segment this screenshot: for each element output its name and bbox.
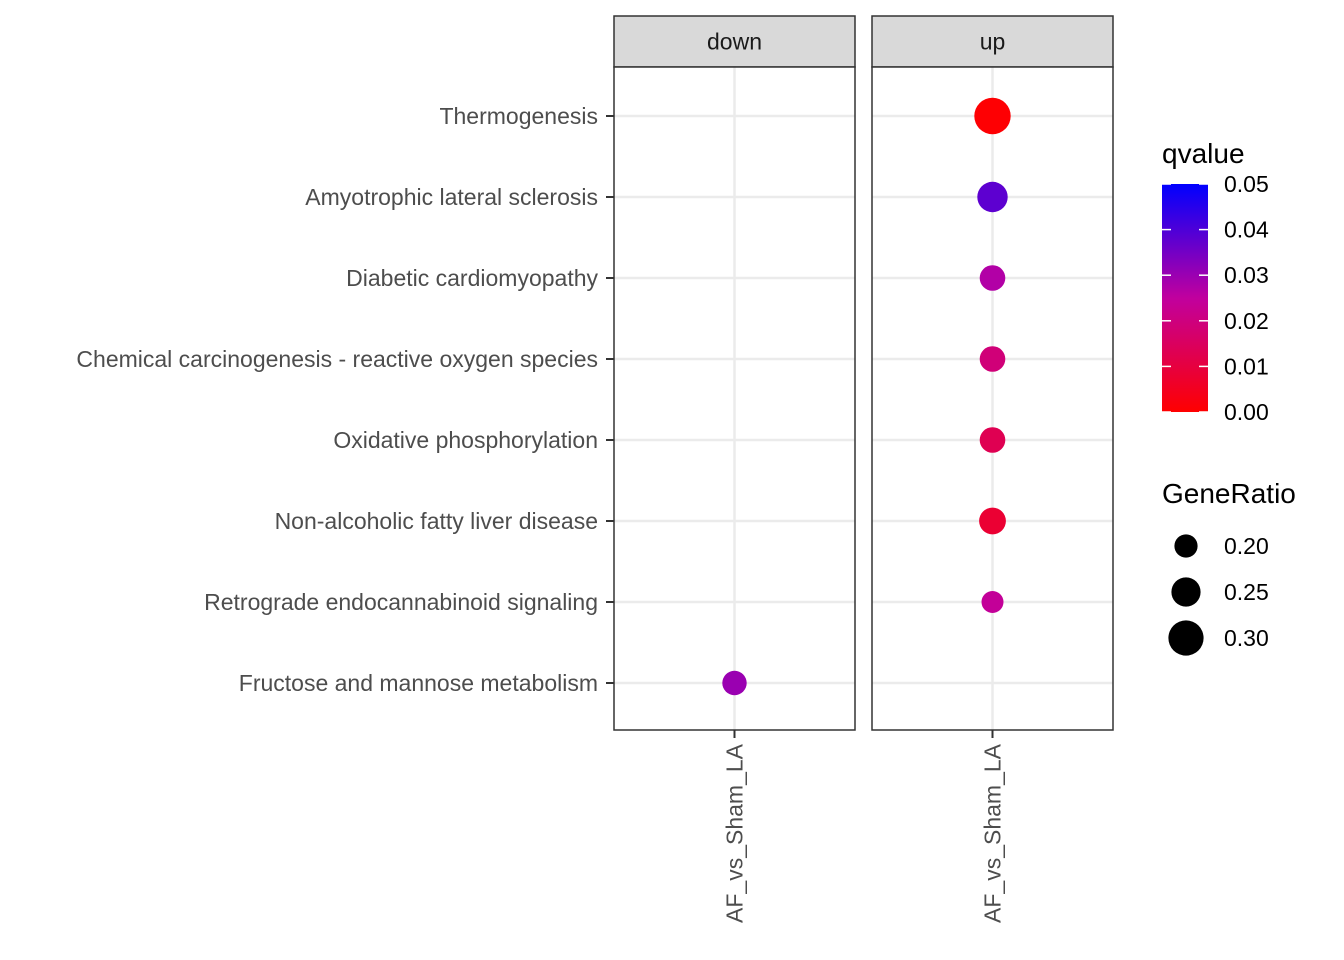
y-tick-label: Thermogenesis	[439, 103, 598, 129]
size-legend-label: 0.30	[1224, 625, 1269, 651]
x-axis: AF_vs_Sham_LA AF_vs_Sham_LA	[722, 730, 1006, 923]
color-legend-tick-label: 0.00	[1224, 399, 1269, 425]
x-tick-label: AF_vs_Sham_LA	[980, 743, 1006, 923]
facet-strip-down	[613, 15, 856, 68]
y-tick-label: Retrograde endocannabinoid signaling	[204, 589, 598, 615]
data-point	[977, 181, 1008, 213]
size-legend-label: 0.25	[1224, 579, 1269, 605]
y-tick-label: Fructose and mannose metabolism	[239, 670, 598, 696]
size-legend-key	[1168, 620, 1204, 656]
color-legend-tick-label: 0.03	[1224, 262, 1269, 288]
data-point	[979, 346, 1006, 372]
size-legend-key	[1171, 577, 1201, 607]
y-tick-label: Chemical carcinogenesis - reactive oxyge…	[76, 346, 598, 372]
size-legend-label: 0.20	[1224, 533, 1269, 559]
data-point	[974, 97, 1011, 135]
y-tick-label: Oxidative phosphorylation	[333, 427, 598, 453]
y-tick-label: Diabetic cardiomyopathy	[346, 265, 598, 291]
facet-strip-label: down	[707, 29, 762, 55]
data-point	[722, 670, 747, 696]
size-legend-key	[1174, 534, 1198, 558]
data-point	[979, 265, 1006, 291]
y-tick-label: Non-alcoholic fatty liver disease	[275, 508, 598, 534]
y-tick-label: Amyotrophic lateral sclerosis	[305, 184, 598, 210]
color-legend-tick-label: 0.05	[1224, 171, 1269, 197]
color-legend-bar	[1162, 184, 1208, 412]
facet-panels: down up	[613, 15, 1114, 731]
data-point	[979, 507, 1006, 535]
color-legend-tick-label: 0.01	[1224, 353, 1269, 379]
data-point	[981, 591, 1004, 613]
x-tick-label: AF_vs_Sham_LA	[722, 743, 748, 923]
data-point	[979, 427, 1006, 453]
facet-strip-label: up	[980, 29, 1006, 55]
color-legend-title: qvalue	[1162, 138, 1245, 169]
color-legend-tick-label: 0.02	[1224, 308, 1269, 334]
color-legend-tick-label: 0.04	[1224, 217, 1269, 243]
y-axis: Thermogenesis Amyotrophic lateral scleros…	[76, 103, 614, 696]
size-legend-title: GeneRatio	[1162, 478, 1296, 509]
